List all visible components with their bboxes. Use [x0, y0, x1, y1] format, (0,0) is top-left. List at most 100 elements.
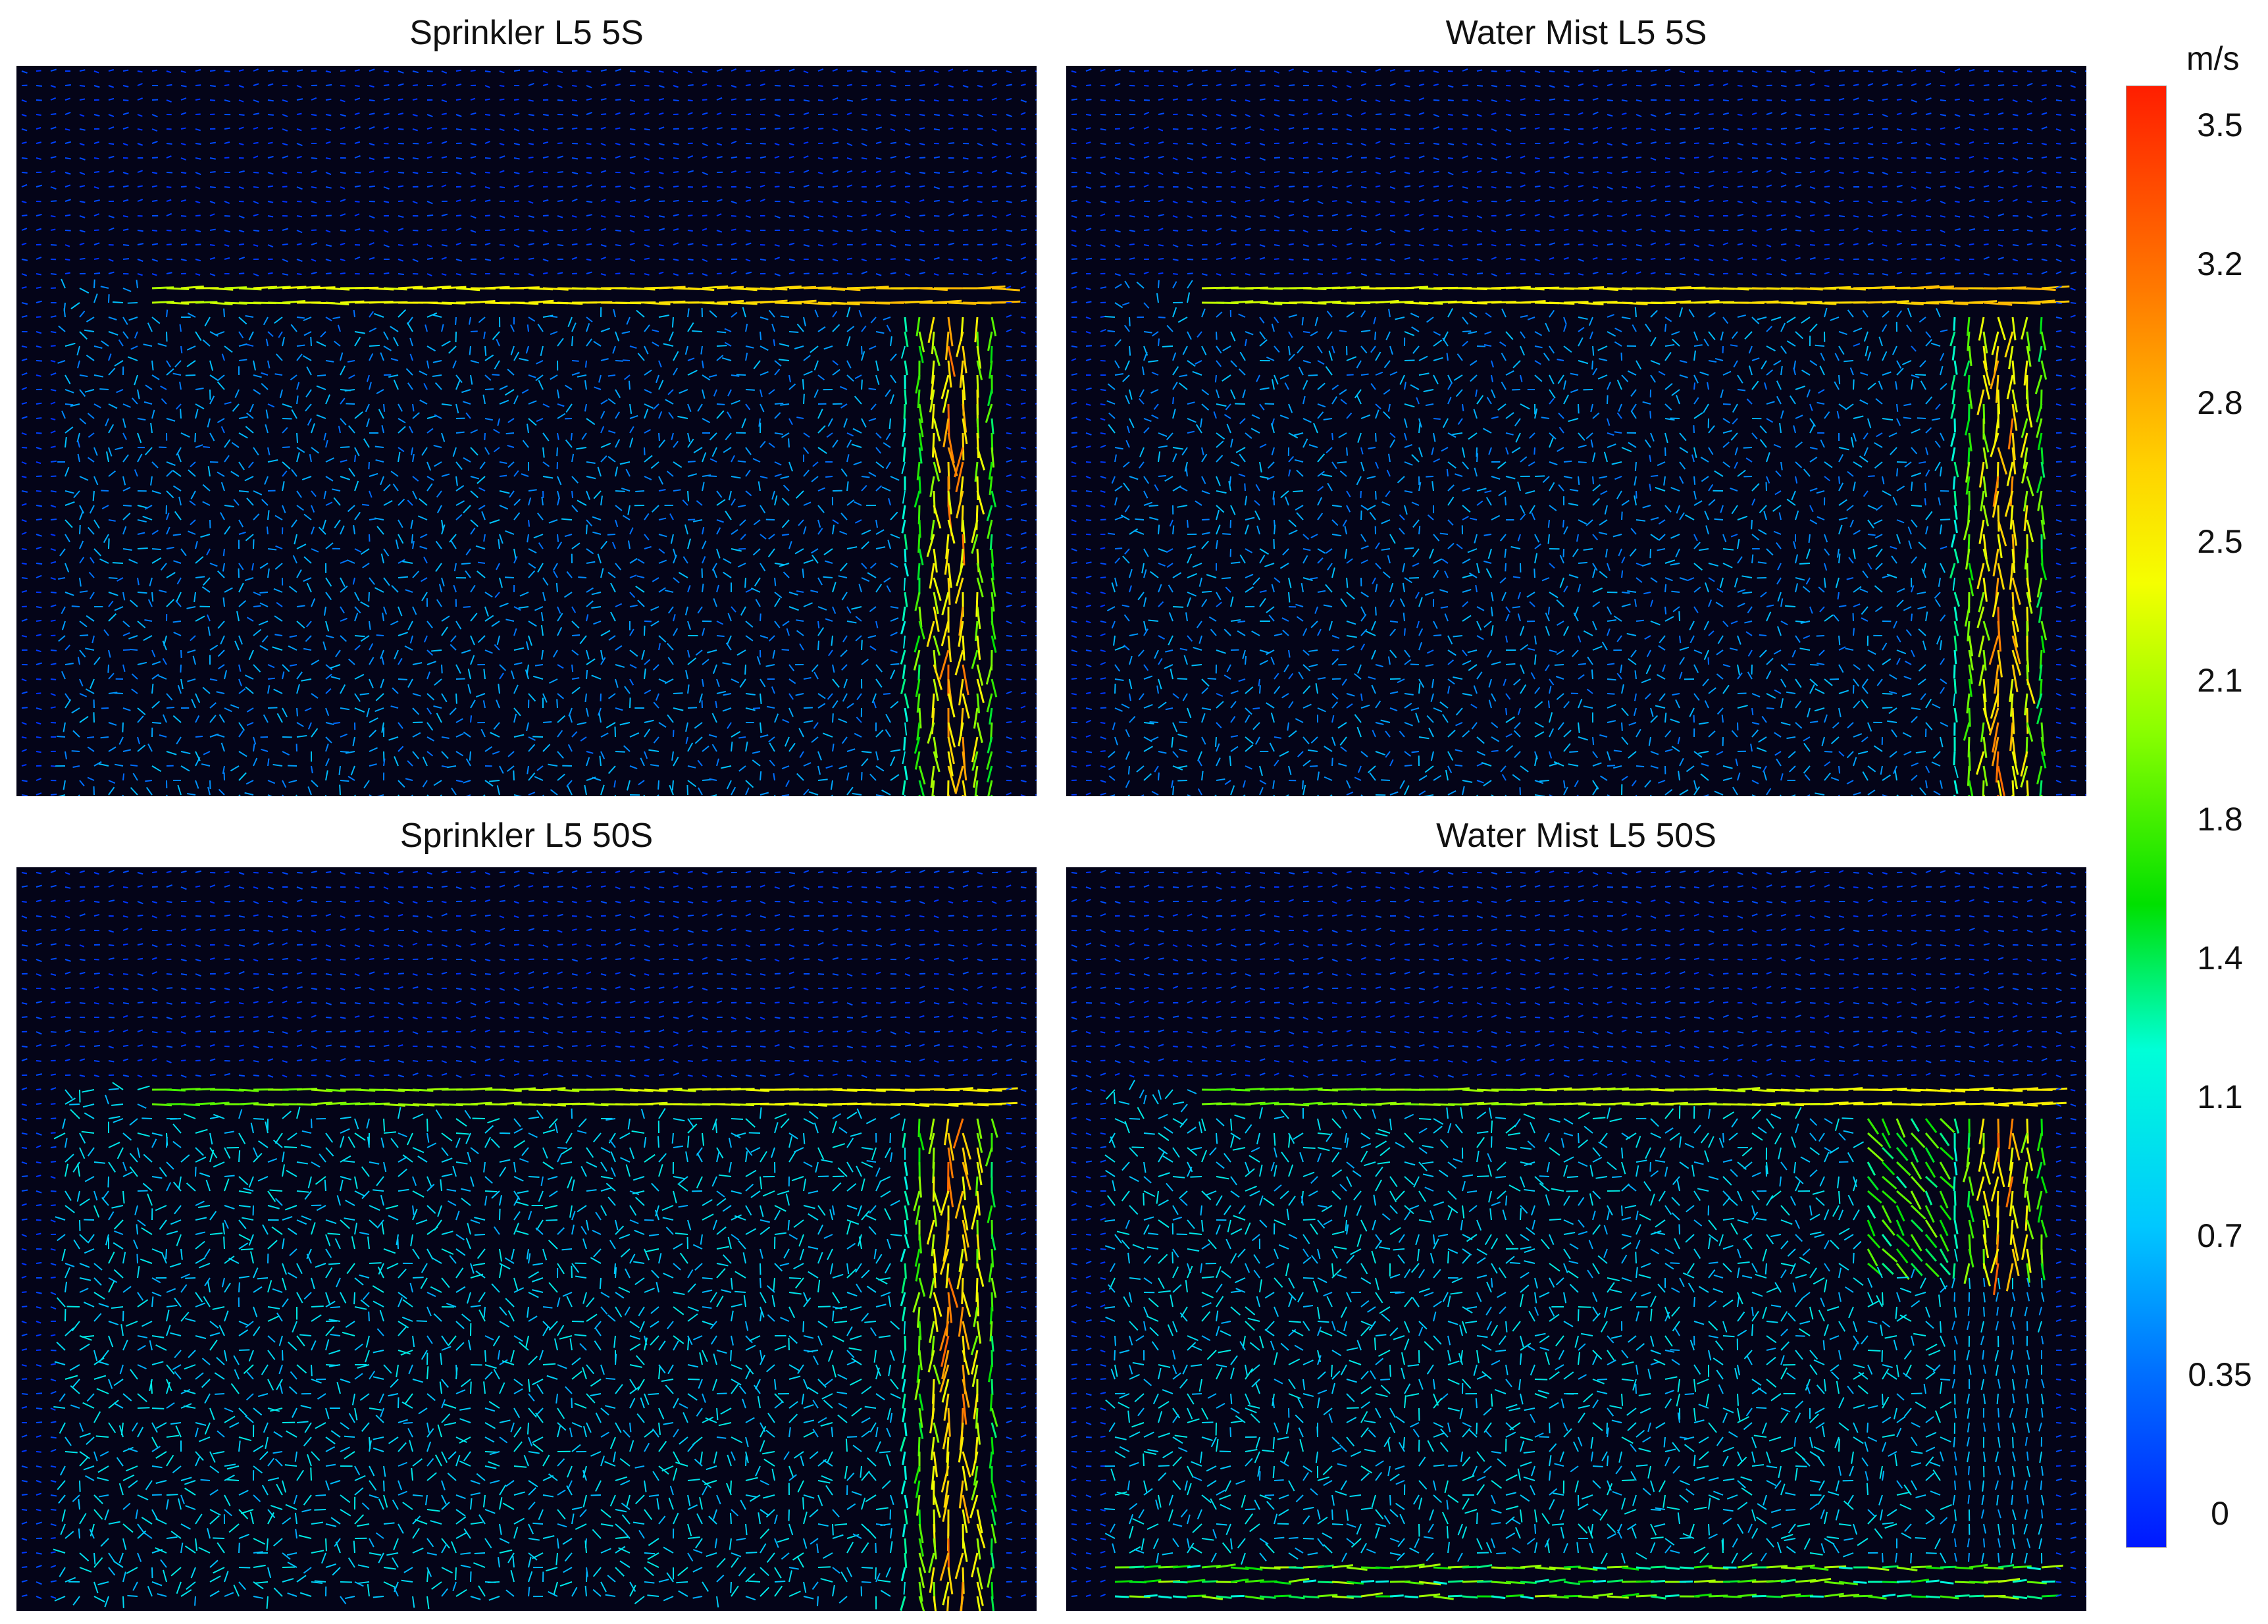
velocity-vector	[610, 582, 616, 593]
velocity-vector	[1297, 345, 1304, 354]
velocity-vector	[890, 336, 892, 347]
velocity-vector	[79, 215, 86, 218]
velocity-vector	[527, 765, 529, 774]
velocity-vector	[658, 126, 665, 130]
velocity-vector	[470, 199, 477, 202]
velocity-vector	[407, 760, 413, 767]
velocity-vector	[145, 780, 153, 782]
velocity-vector	[1346, 97, 1353, 101]
velocity-vector	[902, 664, 906, 680]
velocity-vector	[1085, 228, 1092, 231]
velocity-vector	[289, 635, 297, 638]
velocity-vector	[340, 577, 346, 587]
velocity-vector	[85, 647, 95, 651]
velocity-vector	[760, 199, 765, 202]
velocity-vector	[292, 555, 297, 564]
velocity-vector	[600, 657, 606, 665]
velocity-vector	[636, 575, 645, 578]
velocity-vector	[50, 460, 57, 463]
velocity-vector	[426, 273, 432, 276]
velocity-vector	[513, 707, 521, 717]
velocity-vector	[592, 516, 602, 520]
velocity-vector	[1085, 186, 1092, 190]
velocity-vector	[316, 414, 326, 419]
velocity-vector	[658, 228, 665, 231]
velocity-vector	[615, 272, 621, 274]
velocity-vector	[803, 676, 812, 680]
velocity-vector	[1882, 273, 1889, 276]
velocity-vector	[974, 461, 979, 482]
velocity-vector	[130, 764, 138, 767]
velocity-vector	[856, 693, 862, 701]
velocity-vector	[1035, 331, 1037, 333]
velocity-vector	[716, 403, 725, 405]
velocity-vector	[1853, 97, 1859, 101]
velocity-vector	[861, 243, 867, 245]
velocity-vector	[1317, 184, 1323, 188]
velocity-vector	[108, 143, 115, 145]
velocity-vector	[900, 678, 906, 695]
velocity-vector	[151, 765, 162, 773]
velocity-vector	[962, 403, 967, 433]
velocity-vector	[1824, 307, 1828, 318]
velocity-vector	[673, 489, 681, 492]
velocity-vector	[50, 170, 56, 173]
velocity-vector	[79, 185, 86, 188]
velocity-vector	[750, 587, 761, 593]
velocity-vector	[586, 338, 592, 347]
velocity-vector	[50, 156, 57, 159]
velocity-vector	[325, 84, 332, 86]
velocity-vector	[687, 308, 690, 318]
velocity-vector	[195, 693, 201, 703]
velocity-vector	[426, 214, 434, 216]
velocity-vector	[195, 259, 201, 262]
velocity-vector	[1172, 259, 1179, 261]
velocity-vector	[1006, 621, 1012, 624]
velocity-vector	[79, 114, 85, 117]
velocity-vector	[1867, 230, 1873, 233]
velocity-vector	[527, 534, 529, 543]
velocity-vector	[687, 128, 694, 130]
velocity-vector	[224, 526, 231, 535]
velocity-vector	[1410, 313, 1420, 318]
velocity-vector	[658, 112, 664, 115]
velocity-vector	[1288, 243, 1294, 245]
velocity-vector	[904, 259, 911, 261]
velocity-vector	[1326, 311, 1333, 318]
velocity-vector	[724, 342, 732, 347]
velocity-vector	[702, 678, 704, 687]
velocity-vector	[586, 317, 593, 322]
velocity-vector	[2084, 316, 2086, 318]
velocity-vector	[203, 751, 211, 755]
velocity-vector	[1607, 243, 1614, 245]
velocity-vector	[901, 461, 906, 474]
velocity-vector	[369, 126, 375, 130]
velocity-vector	[383, 577, 390, 586]
velocity-vector	[303, 331, 312, 336]
velocity-vector	[354, 213, 360, 216]
velocity-vector	[1911, 285, 1940, 290]
velocity-vector	[63, 722, 66, 732]
velocity-vector	[1751, 201, 1758, 205]
velocity-vector	[846, 143, 853, 147]
velocity-vector	[702, 452, 707, 463]
velocity-vector	[875, 98, 881, 101]
velocity-vector	[954, 577, 964, 604]
velocity-vector	[1722, 317, 1729, 324]
velocity-vector	[1679, 273, 1686, 276]
velocity-vector	[571, 634, 580, 636]
velocity-vector	[919, 272, 926, 274]
velocity-vector	[652, 577, 659, 582]
velocity-vector	[890, 213, 896, 216]
velocity-vector	[108, 259, 114, 262]
velocity-vector	[918, 621, 925, 640]
velocity-vector	[425, 324, 428, 332]
velocity-vector	[412, 540, 415, 549]
velocity-vector	[571, 172, 579, 175]
velocity-vector	[1433, 99, 1440, 101]
velocity-vector	[238, 416, 248, 419]
velocity-vector	[1302, 199, 1309, 202]
velocity-vector	[1991, 331, 1999, 355]
velocity-vector	[238, 563, 244, 571]
velocity-vector	[1404, 185, 1411, 188]
